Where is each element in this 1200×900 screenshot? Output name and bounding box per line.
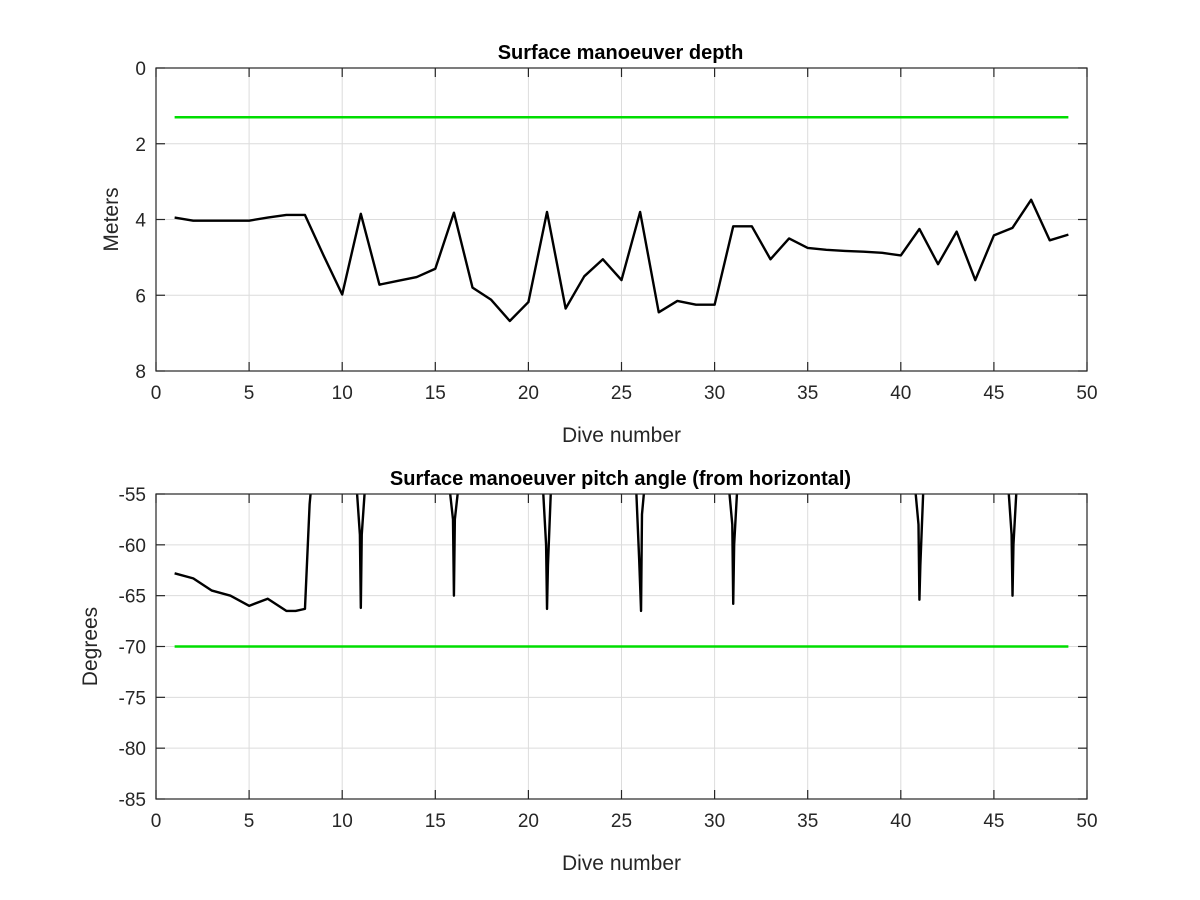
x-tick-label: 20 (518, 383, 539, 404)
y-tick-label: -55 (119, 485, 146, 506)
x-tick-label: 10 (332, 383, 353, 404)
data-line (728, 493, 739, 605)
chart-title: Surface manoeuver depth (498, 42, 744, 64)
data-line (174, 493, 312, 613)
x-tick-label: 5 (244, 811, 255, 832)
x-tick-label: 45 (983, 383, 1004, 404)
x-tick-label: 20 (518, 811, 539, 832)
x-tick-label: 35 (797, 383, 818, 404)
data-line (174, 198, 1069, 323)
depth-chart: 0 5 10 15 20 25 30 35 40 45 50 0 2 4 6 8 Surface manoeuv… (100, 42, 1098, 447)
y-tick-label: 6 (135, 286, 146, 307)
data-line (914, 493, 925, 601)
x-axis-label: Dive number (562, 424, 681, 447)
axes-box (155, 493, 1088, 800)
x-tick-label: 30 (704, 383, 725, 404)
data-line (1007, 493, 1018, 597)
y-tick-label: 2 (135, 135, 146, 156)
y-tick-label: 4 (135, 211, 146, 232)
x-tick-label: 50 (1076, 811, 1097, 832)
x-tick-label: 0 (151, 811, 162, 832)
x-tick-label: 30 (704, 811, 725, 832)
y-tick-label: -75 (119, 688, 146, 709)
data-line (355, 493, 366, 610)
y-tick-label: -80 (119, 739, 146, 760)
y-tick-label: -65 (119, 587, 146, 608)
x-tick-label: 25 (611, 383, 632, 404)
y-axis-label: Meters (100, 187, 123, 251)
x-tick-label: 50 (1076, 383, 1097, 404)
x-tick-label: 35 (797, 811, 818, 832)
x-tick-label: 40 (890, 383, 911, 404)
axes-box (155, 67, 1088, 372)
y-tick-label: -85 (119, 790, 146, 811)
data-line (635, 493, 646, 613)
y-axis-label: Degrees (79, 607, 102, 686)
y-tick-label: -60 (119, 536, 146, 557)
y-tick-label: 0 (135, 59, 146, 80)
x-tick-label: 25 (611, 811, 632, 832)
x-tick-label: 15 (425, 383, 446, 404)
y-tick-label: -70 (119, 638, 146, 659)
x-tick-label: 45 (983, 811, 1004, 832)
data-line (542, 493, 552, 611)
x-tick-label: 0 (151, 383, 162, 404)
x-axis-label: Dive number (562, 852, 681, 875)
pitch-chart: 0 5 10 15 20 25 30 35 40 45 50 -55 -60 -65 -70 -75 -80 -8… (79, 468, 1098, 875)
x-tick-label: 5 (244, 383, 255, 404)
x-tick-label: 15 (425, 811, 446, 832)
y-tick-label: 8 (135, 362, 146, 383)
chart-title: Surface manoeuver pitch angle (from hori… (390, 468, 851, 490)
data-line (449, 493, 459, 597)
x-tick-label: 40 (890, 811, 911, 832)
x-tick-label: 10 (332, 811, 353, 832)
